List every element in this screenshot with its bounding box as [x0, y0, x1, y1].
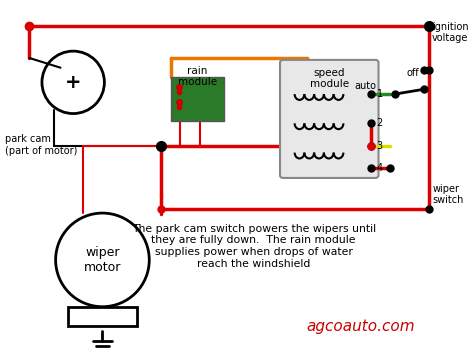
Text: ignition
voltage: ignition voltage — [432, 22, 469, 43]
FancyBboxPatch shape — [280, 60, 379, 178]
Text: +: + — [65, 73, 82, 92]
Text: 3: 3 — [376, 141, 383, 151]
Text: 1: 1 — [376, 89, 383, 99]
Text: agcoauto.com: agcoauto.com — [307, 319, 415, 334]
Text: speed
module: speed module — [310, 68, 349, 89]
Text: rain
module: rain module — [178, 66, 217, 87]
Text: auto: auto — [355, 81, 377, 91]
Text: wiper
switch: wiper switch — [432, 184, 464, 205]
Text: off: off — [406, 68, 419, 77]
Bar — [68, 307, 137, 326]
Text: 4: 4 — [376, 163, 383, 173]
Text: 2: 2 — [376, 118, 383, 128]
Text: park cam
(part of motor): park cam (part of motor) — [5, 134, 77, 156]
Text: The park cam switch powers the wipers until
they are fully down.  The rain modul: The park cam switch powers the wipers un… — [132, 224, 376, 269]
FancyBboxPatch shape — [171, 77, 224, 121]
Text: wiper
motor: wiper motor — [84, 246, 121, 274]
